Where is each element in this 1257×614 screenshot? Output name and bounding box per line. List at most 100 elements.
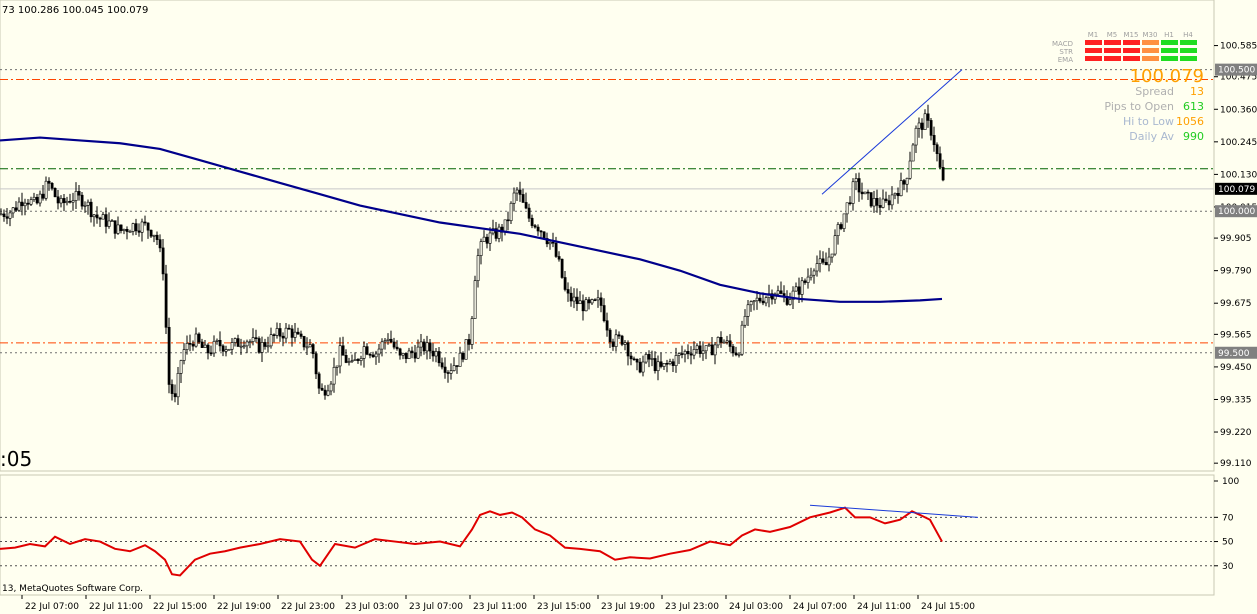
- candle-body: [326, 390, 330, 396]
- candle-body: [101, 214, 105, 220]
- candle-body: [761, 300, 765, 304]
- price-tags: 100.500 100.079 100.000 99.500: [1215, 63, 1257, 359]
- candle-body: [878, 205, 882, 208]
- candle-body: [422, 341, 426, 352]
- candle-body: [713, 344, 717, 356]
- candle-body: [644, 354, 648, 363]
- candle-body: [146, 222, 150, 231]
- price-tag: [1215, 182, 1257, 195]
- candle-body: [554, 242, 558, 257]
- candle-body: [917, 122, 921, 129]
- x-tick-label: 23 Jul 07:00: [409, 602, 463, 612]
- candle-body: [926, 113, 930, 121]
- candle-body: [62, 198, 66, 204]
- time-axis: 22 Jul 07:00 22 Jul 11:00 22 Jul 15:00 22 J…: [21, 595, 975, 612]
- candle-body: [461, 352, 465, 360]
- candle-body: [56, 196, 60, 204]
- candle-body: [677, 353, 681, 356]
- candle-body: [719, 337, 723, 343]
- y-tick-label: 99.905: [1220, 234, 1252, 244]
- rsi-axis: 100 70 50 30: [1214, 477, 1239, 572]
- rsi-panel: [0, 474, 1215, 596]
- candle-body: [179, 360, 183, 374]
- candle-body: [845, 202, 849, 215]
- indicator-label: STR: [1059, 48, 1073, 56]
- rsi-trendline[interactable]: [809, 504, 979, 518]
- candle-body: [410, 350, 414, 354]
- signal-cell: [1104, 48, 1121, 53]
- signal-cell: [1161, 56, 1178, 61]
- candle-body: [893, 192, 897, 196]
- candle-body: [137, 230, 141, 233]
- candle-body: [707, 344, 711, 347]
- y-tick-label: 99.450: [1220, 363, 1252, 373]
- candle-body: [173, 393, 177, 398]
- signal-cell: [1104, 56, 1121, 61]
- candle-body: [116, 224, 120, 234]
- candle-body: [395, 346, 399, 350]
- candle-body: [536, 226, 540, 232]
- candle-body: [89, 201, 93, 218]
- candle-body: [29, 199, 33, 205]
- info-value: 1056: [1176, 115, 1204, 128]
- candle-body: [497, 226, 501, 239]
- candle-body: [857, 178, 861, 193]
- candle-body: [107, 220, 111, 227]
- y-tick-label: 99.110: [1220, 459, 1252, 469]
- candle-body: [221, 345, 225, 352]
- candle-body: [350, 360, 354, 362]
- timeframe-label: M30: [1143, 31, 1158, 39]
- candle-body: [287, 327, 291, 330]
- candle-body: [587, 299, 591, 304]
- candle-body: [362, 346, 366, 359]
- candle-body: [602, 305, 606, 322]
- candle-body: [665, 363, 669, 365]
- price-tag-label: 99.500: [1218, 349, 1250, 359]
- candle-body: [746, 304, 750, 317]
- candle-body: [113, 220, 117, 234]
- candle-body: [143, 221, 147, 224]
- candle-body: [638, 361, 642, 373]
- info-label: Hi to Low: [1123, 115, 1174, 128]
- candle-body: [71, 200, 75, 203]
- candle-body: [236, 338, 240, 347]
- info-value: 990: [1183, 130, 1204, 143]
- x-tick-label: 22 Jul 19:00: [217, 602, 271, 612]
- candle-body: [218, 339, 222, 347]
- candle-body: [797, 286, 801, 295]
- candle-body: [551, 241, 555, 244]
- candle-body: [293, 331, 297, 338]
- candle-body: [302, 336, 306, 348]
- candle-body: [671, 361, 675, 366]
- candle-body: [329, 383, 333, 392]
- candle-body: [2, 213, 6, 218]
- candle-body: [836, 224, 840, 236]
- candle-body: [359, 358, 363, 361]
- x-tick-label: 23 Jul 03:00: [345, 602, 399, 612]
- candle-body: [503, 219, 507, 233]
- indicator-label: MACD: [1052, 40, 1073, 48]
- candle-body: [620, 335, 624, 345]
- candle-body: [404, 353, 408, 359]
- x-tick-label: 22 Jul 11:00: [89, 602, 143, 612]
- candle-body: [176, 373, 180, 398]
- candle-body: [341, 345, 345, 356]
- candle-body: [17, 201, 21, 211]
- price-levels: [0, 69, 1214, 354]
- candle-body: [251, 337, 255, 342]
- indicator-label: EMA: [1058, 56, 1073, 64]
- y-tick-label: 99.565: [1220, 330, 1252, 340]
- candle-body: [647, 354, 651, 360]
- candle-body: [902, 180, 906, 185]
- candle-body: [869, 192, 873, 207]
- candle-body: [710, 344, 714, 356]
- price-tag-label: 100.079: [1218, 185, 1255, 195]
- x-tick-label: 24 Jul 03:00: [729, 602, 783, 612]
- candle-body: [635, 358, 639, 363]
- candle-body: [206, 344, 210, 354]
- rsi-tick-label: 100: [1222, 477, 1239, 487]
- trendline[interactable]: [821, 69, 963, 195]
- rsi-tick-label: 30: [1222, 562, 1234, 572]
- candle-body: [311, 344, 315, 354]
